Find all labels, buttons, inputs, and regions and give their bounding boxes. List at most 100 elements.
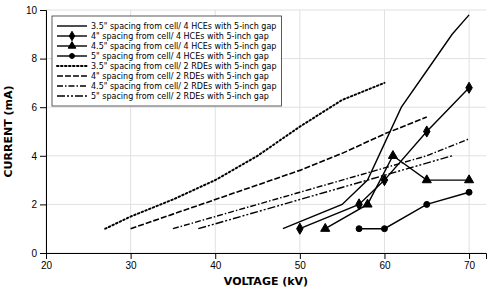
legend-item: 5" spacing from cell/ 2 RDEs with 5-inch… (57, 92, 269, 101)
chart: 20 30 40 50 60 70 0 2 4 6 8 10 3.5" spacing from cel… (0, 0, 500, 291)
tick-label: 4 (31, 151, 37, 162)
tick-mark (215, 253, 216, 259)
grid-line (46, 10, 486, 11)
line (325, 156, 469, 229)
grid-line (469, 10, 470, 253)
tick-mark (469, 253, 470, 259)
tick-mark (40, 107, 46, 108)
tick-mark (40, 253, 46, 254)
tick-mark (40, 10, 46, 11)
legend-swatch (57, 25, 87, 26)
legend-label: 4.5" spacing from cell/ 2 RDEs with 5-in… (91, 82, 277, 91)
tick: 20 (41, 253, 53, 271)
legend-label: 5" spacing from cell/ 2 RDEs with 5-inch… (91, 92, 269, 101)
legend-marker (70, 54, 75, 59)
axis-line (47, 254, 487, 260)
legend-label: 4" spacing from cell/ 2 RDEs with 5-inch… (91, 72, 269, 81)
grid (46, 10, 486, 253)
line (173, 139, 469, 229)
legend-label: 4" spacing from cell/ 4 HCEs with 5-inch… (91, 32, 269, 41)
y-axis-title: CURRENT (mA) (2, 85, 15, 177)
marker (321, 223, 330, 231)
grid-line (46, 107, 486, 108)
legend-item: 4" spacing from cell/ 2 RDEs with 5-inch… (57, 72, 269, 81)
tick: 0 (31, 248, 46, 259)
grid-line (46, 204, 486, 205)
plot: 20 30 40 50 60 70 0 2 4 6 8 10 3.5" spacing from cel… (26, 5, 487, 271)
tick: 8 (31, 53, 46, 64)
legend-marker (69, 31, 74, 40)
tick-label: 40 (210, 260, 222, 271)
marker (465, 175, 474, 183)
series (283, 15, 469, 229)
legend-label: 3.5" spacing from cell/ 2 RDEs with 5-in… (91, 62, 277, 71)
tick: 4 (31, 151, 46, 162)
line (198, 156, 452, 229)
series (131, 117, 427, 229)
legend-item: 4.5" spacing from cell/ 2 RDEs with 5-in… (57, 82, 277, 91)
legend-swatch (57, 65, 87, 67)
tick-label: 8 (31, 53, 37, 64)
x-axis: 20 30 40 50 60 70 (41, 253, 487, 271)
grid-line (299, 10, 300, 253)
legend-item: 4.5" spacing from cell/ 4 HCEs with 5-in… (57, 42, 276, 51)
marker (356, 226, 362, 232)
tick-mark (131, 253, 132, 259)
legend-swatch (57, 75, 87, 77)
tick-label: 30 (126, 260, 138, 271)
legend: 3.5" spacing from cell/ 4 HCEs with 5-in… (52, 16, 282, 106)
tick: 6 (31, 102, 46, 113)
tick: 50 (295, 253, 307, 271)
legend-label: 5" spacing from cell/ 4 HCEs with 5-inch… (91, 52, 269, 61)
x-axis-title: VOLTAGE (kV) (224, 275, 308, 288)
tick-label: 50 (295, 260, 307, 271)
series (321, 151, 474, 232)
tick: 30 (126, 253, 138, 271)
tick-mark (40, 204, 46, 205)
legend-label: 4.5" spacing from cell/ 4 HCEs with 5-in… (91, 42, 276, 51)
series (198, 156, 452, 229)
tick-mark (40, 156, 46, 157)
tick-label: 60 (379, 260, 391, 271)
tick-label: 10 (26, 5, 38, 16)
series (173, 139, 469, 229)
tick: 2 (31, 199, 46, 210)
legend-box (52, 16, 282, 106)
marker (424, 126, 430, 137)
tick-label: 20 (41, 260, 53, 271)
y-axis: 0 2 4 6 8 10 (26, 5, 47, 259)
legend-item: 3.5" spacing from cell/ 2 RDEs with 5-in… (57, 62, 277, 71)
grid-line (46, 155, 486, 156)
tick-mark (300, 253, 301, 259)
marker (363, 199, 372, 207)
marker (424, 201, 430, 207)
grid-line (384, 10, 385, 253)
marker (466, 82, 472, 93)
series (356, 189, 472, 231)
marker (388, 151, 397, 159)
legend-item: 4" spacing from cell/ 4 HCEs with 5-inch… (57, 31, 269, 40)
legend-item: 3.5" spacing from cell/ 4 HCEs with 5-in… (57, 22, 276, 31)
line (359, 192, 469, 228)
tick: 10 (26, 5, 46, 16)
marker (466, 189, 472, 195)
tick: 60 (379, 253, 391, 271)
tick-label: 0 (31, 248, 37, 259)
tick-label: 2 (31, 199, 37, 210)
legend-marker (68, 42, 76, 49)
axis-line (40, 11, 47, 254)
legend-swatch (57, 95, 87, 96)
legend-swatch (57, 85, 87, 86)
tick-label: 6 (31, 102, 37, 113)
marker (422, 175, 431, 183)
marker (381, 226, 387, 232)
line (131, 117, 427, 229)
marker (297, 223, 303, 234)
tick-mark (40, 59, 46, 60)
legend-label: 3.5" spacing from cell/ 4 HCEs with 5-in… (91, 22, 276, 31)
tick-mark (384, 253, 385, 259)
tick: 70 (464, 253, 476, 271)
tick-label: 70 (464, 260, 476, 271)
line (283, 15, 469, 229)
legend-item: 5" spacing from cell/ 4 HCEs with 5-inch… (57, 52, 269, 61)
